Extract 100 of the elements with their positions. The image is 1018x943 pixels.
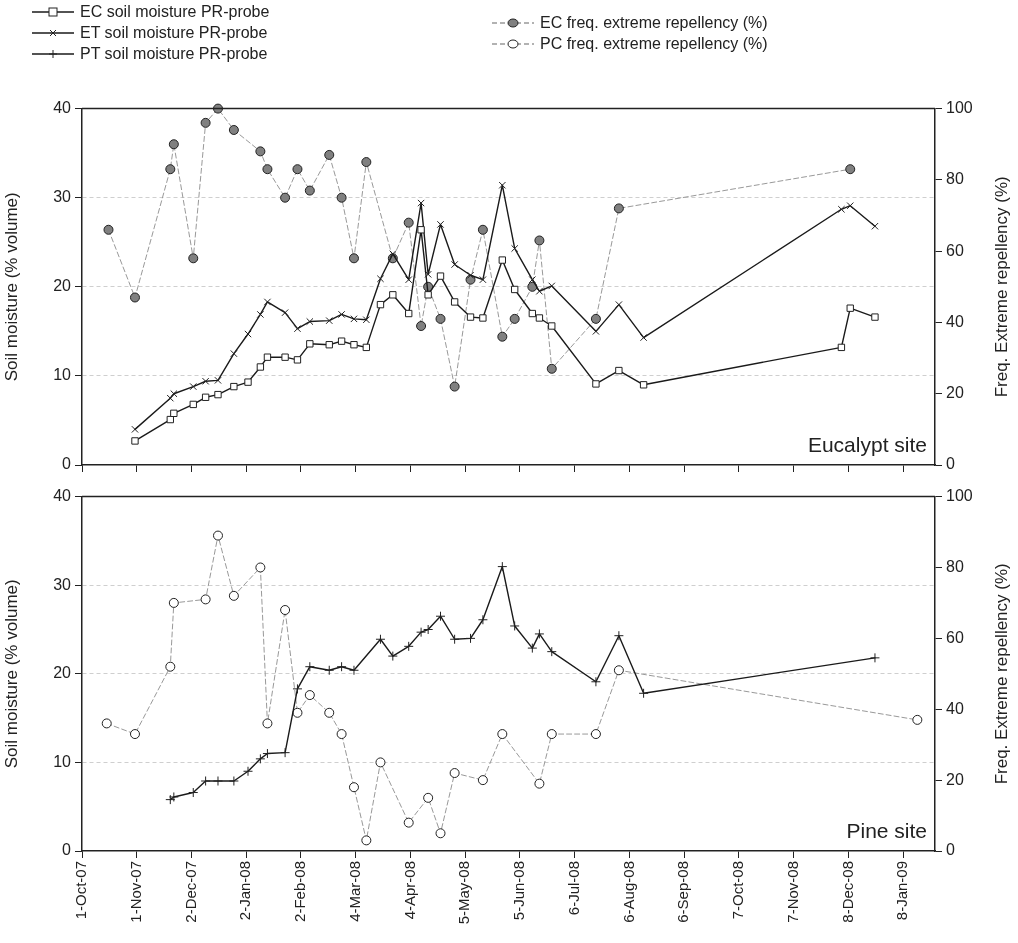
point: [293, 356, 302, 364]
y2-tick-label: 80: [946, 557, 964, 575]
point: [548, 322, 556, 330]
point: [244, 378, 252, 386]
point: [214, 376, 222, 385]
point: [477, 224, 488, 235]
point: [200, 776, 211, 787]
point: [212, 776, 223, 787]
legend-label: PT soil moisture PR-probe: [80, 45, 268, 63]
point: [293, 325, 302, 333]
point: [479, 314, 487, 322]
y2-tick-label: 100: [946, 487, 973, 505]
y-tick-label: 20: [53, 664, 72, 682]
point: [256, 363, 265, 371]
point: [511, 285, 519, 294]
x-tick-label: 2-Dec-07: [181, 861, 199, 923]
point: [243, 766, 254, 777]
y2-tick-label: 100: [946, 99, 973, 117]
x-tick-label: 7-Nov-08: [783, 861, 801, 923]
y-tick-label: 30: [53, 575, 72, 593]
point: [405, 309, 413, 318]
point: [262, 748, 273, 759]
point: [535, 287, 544, 295]
point: [592, 327, 600, 336]
y-tick-label: 40: [53, 99, 72, 117]
point: [255, 146, 266, 157]
point: [871, 313, 879, 321]
point: [498, 181, 506, 189]
point: [280, 192, 291, 203]
point: [436, 272, 445, 280]
point: [837, 343, 846, 352]
point: [348, 665, 359, 676]
point: [129, 292, 140, 303]
y-tick-label: 10: [53, 366, 72, 384]
point: [417, 199, 425, 207]
x-tick-label: 7-Oct-08: [729, 861, 747, 920]
x-tick-label: 1-Nov-07: [126, 861, 144, 923]
y-axis-title: Soil moisture (% volume): [1, 192, 21, 382]
point: [639, 381, 648, 389]
point: [592, 380, 600, 388]
point: [188, 253, 199, 264]
point: [423, 624, 434, 635]
legend-label: EC freq. extreme repellency (%): [540, 14, 768, 32]
point: [509, 620, 520, 631]
point: [189, 400, 197, 409]
point: [362, 343, 371, 352]
point: [375, 634, 386, 645]
x-tick-label: 4-Mar-08: [345, 861, 363, 922]
point: [450, 298, 459, 306]
y2-tick-label: 60: [946, 628, 964, 646]
point: [387, 651, 398, 662]
point: [590, 313, 601, 324]
x-tick-label: 4-Apr-08: [400, 861, 418, 920]
point: [212, 103, 223, 114]
point: [465, 633, 476, 644]
point: [230, 382, 238, 391]
point: [846, 304, 854, 312]
point: [509, 313, 520, 324]
y2-axis-title: Freq. Extreme repellency (%): [991, 176, 1011, 398]
point: [546, 646, 557, 657]
point: [201, 393, 210, 401]
point: [324, 149, 335, 160]
point: [389, 291, 397, 299]
point: [350, 341, 358, 349]
legend-label: ET soil moisture PR-probe: [80, 24, 268, 42]
point: [638, 688, 649, 699]
point: [256, 310, 265, 319]
point: [324, 665, 335, 676]
x-tick-label: 6-Jul-08: [564, 861, 582, 916]
point: [590, 676, 601, 687]
point: [403, 217, 414, 228]
annotation: Eucalypt site: [807, 433, 927, 457]
point: [424, 291, 432, 299]
point: [292, 164, 303, 175]
x-tick-label: 8-Jan-09: [893, 861, 911, 921]
point: [131, 437, 139, 445]
point: [416, 627, 427, 638]
y-tick-label: 20: [53, 277, 72, 295]
y2-tick-label: 20: [946, 384, 964, 402]
point: [405, 275, 413, 284]
point: [263, 353, 272, 361]
point: [170, 409, 178, 417]
point: [416, 321, 427, 331]
point: [168, 139, 179, 150]
point: [436, 220, 445, 229]
point: [403, 641, 414, 652]
point: [498, 256, 506, 264]
y2-tick-label: 60: [946, 241, 964, 259]
point: [534, 628, 545, 639]
point: [497, 561, 508, 572]
point: [230, 349, 238, 358]
point: [170, 390, 178, 398]
point: [479, 275, 487, 284]
point: [466, 271, 475, 279]
point: [869, 652, 880, 663]
point: [292, 683, 303, 694]
point: [165, 164, 176, 175]
x-tick-label: 5-May-08: [455, 861, 473, 925]
x-tick-label: 5-Jun-08: [510, 861, 528, 921]
point: [535, 314, 544, 322]
